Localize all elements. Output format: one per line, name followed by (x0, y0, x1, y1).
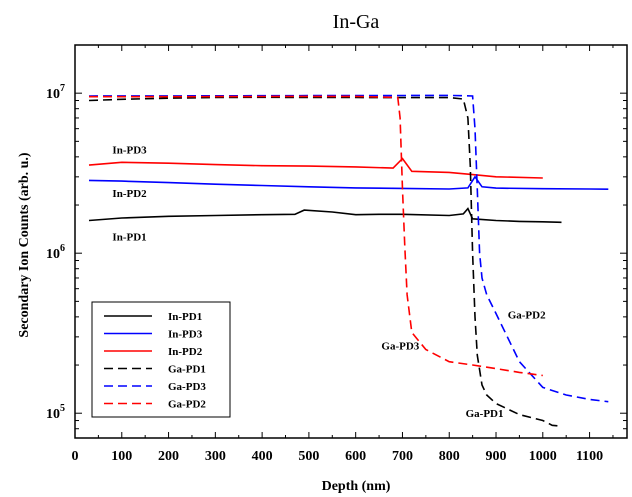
annotations-layer: In-PD3 In-PD2 In-PD1 Ga-PD3 Ga-PD2 Ga-PD1 (112, 144, 546, 419)
annotation-in-pd1: In-PD1 (112, 232, 146, 244)
legend-box (91, 301, 231, 418)
x-tick-label: 200 (158, 449, 179, 464)
legend-label-ga-pd3: Ga-PD3 (168, 381, 206, 393)
legend-label-in-pd1: In-PD1 (168, 311, 202, 323)
legend: In-PD1 In-PD3 In-PD2 Ga-PD1 Ga-PD3 Ga-PD2 (91, 301, 231, 418)
x-axis-label: Depth (nm) (322, 479, 391, 494)
annotation-ga-pd2: Ga-PD2 (508, 310, 546, 322)
x-tick-label: 900 (486, 449, 507, 464)
x-tick-label: 1100 (576, 449, 603, 464)
annotation-in-pd3: In-PD3 (112, 144, 147, 156)
x-tick-label: 700 (392, 449, 413, 464)
series-layer (88, 94, 609, 427)
y-tick-label: 107 (46, 83, 65, 102)
y-tick-label: 105 (46, 403, 65, 422)
series-line-in-pd3 (88, 175, 609, 190)
legend-label-ga-pd1: Ga-PD1 (168, 364, 206, 376)
ticks-layer: 0 100 200 300 400 500 600 700 800 900 1000 1100 105 1… (46, 44, 627, 464)
series-line-ga-pd2 (89, 95, 543, 377)
y-axis-label: Secondary Ion Counts (arb. u.) (17, 152, 32, 337)
y-tick-label: 106 (46, 243, 65, 262)
plot-frame (74, 44, 628, 439)
x-tick-label: 500 (298, 449, 319, 464)
x-tick-label: 100 (111, 449, 132, 464)
x-tick-label: 600 (345, 449, 366, 464)
series-line-in-pd2 (88, 157, 543, 179)
x-tick-label: 800 (439, 449, 460, 464)
legend-label-in-pd2: In-PD2 (168, 346, 203, 358)
legend-label-in-pd3: In-PD3 (168, 329, 203, 341)
series-line-in-pd1 (88, 207, 562, 224)
x-tick-label: 400 (252, 449, 273, 464)
x-tick-label: 1000 (529, 449, 557, 464)
chart-title: In-Ga (333, 11, 380, 33)
x-tick-label: 0 (72, 449, 79, 464)
x-tick-label: 300 (205, 449, 226, 464)
legend-label-ga-pd2: Ga-PD2 (168, 399, 206, 411)
annotation-ga-pd1: Ga-PD1 (466, 408, 504, 420)
annotation-in-pd2: In-PD2 (112, 188, 147, 200)
annotation-ga-pd3: Ga-PD3 (381, 341, 419, 353)
